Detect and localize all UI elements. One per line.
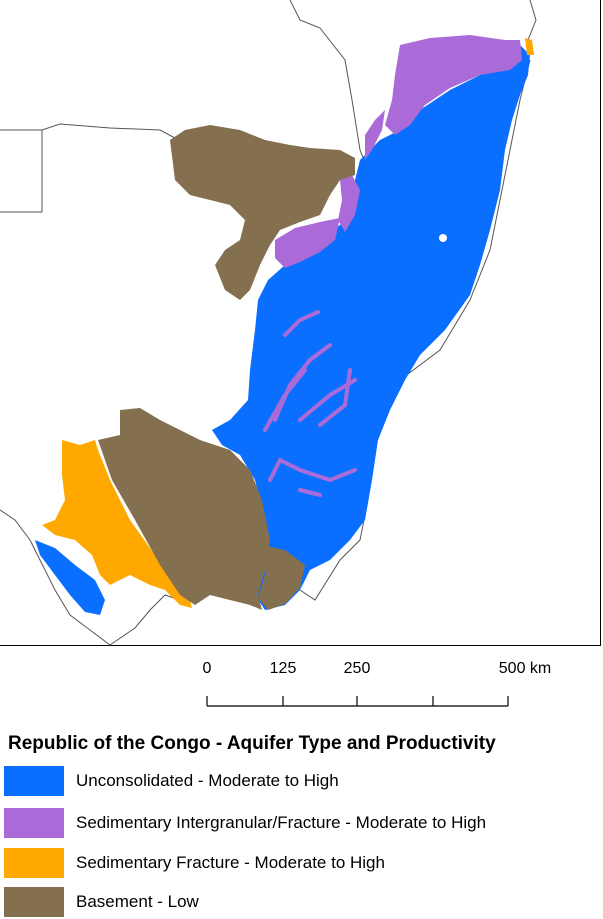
legend-label: Sedimentary Fracture - Moderate to High [76, 853, 385, 872]
unconsolidated-region [35, 540, 105, 615]
sed-intergranular-region [338, 175, 360, 232]
border-line [109, 594, 181, 646]
map-frame [0, 0, 601, 646]
scale-tick-label: 250 [343, 660, 371, 677]
legend-label: Sedimentary Intergranular/Fracture - Mod… [76, 813, 487, 832]
legend-swatch [4, 848, 64, 878]
legend-title: Republic of the Congo - Aquifer Type and… [8, 733, 496, 754]
channel-line [318, 368, 352, 427]
border-line [41, 123, 176, 139]
border-line [0, 509, 111, 646]
unconsolidated-region [212, 45, 530, 610]
border-line [0, 129, 43, 213]
border-line [289, 0, 369, 171]
channel-line [283, 310, 320, 337]
basement-region [98, 408, 270, 610]
channel-line [268, 457, 357, 483]
sed-intergranular-region [275, 218, 340, 268]
legend-swatch [4, 887, 64, 917]
scale-tick-label: 125 [269, 660, 297, 677]
legend-label: Basement - Low [76, 892, 199, 911]
legend-label: Unconsolidated - Moderate to High [76, 771, 339, 790]
channel-line [298, 488, 322, 497]
legend-swatch [4, 808, 64, 838]
sed-intergranular-region [365, 110, 385, 160]
sed-fracture-region [525, 38, 534, 55]
scale-bar: 0 125 250 500 km [0, 660, 603, 710]
map-svg [0, 0, 537, 646]
sed-intergranular-channels [263, 310, 357, 497]
border-line [527, 0, 537, 41]
sed-intergranular-region [385, 35, 522, 135]
lake-marker [439, 234, 447, 242]
basement-region [170, 125, 355, 300]
scale-tick-label: 500 km [498, 660, 552, 677]
scale-tick-label: 0 [202, 660, 212, 677]
scale-line [206, 696, 509, 707]
channel-line [263, 368, 307, 432]
sed-fracture-region [42, 440, 192, 608]
legend-swatch [4, 766, 64, 796]
basement-region [258, 545, 305, 610]
